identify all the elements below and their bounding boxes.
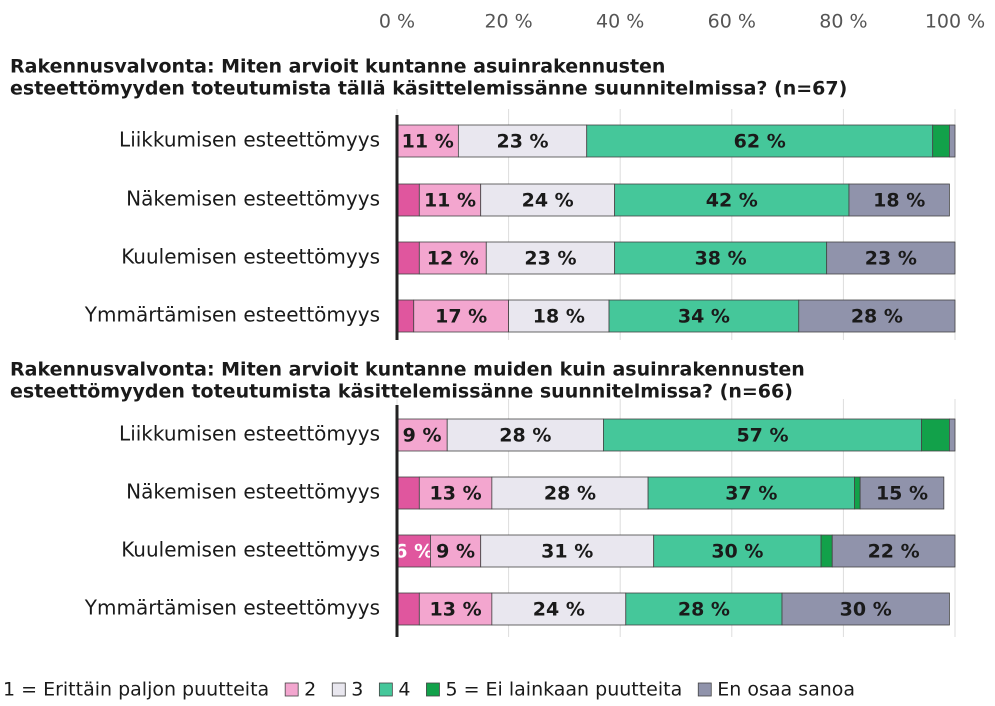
category-label: Ymmärtämisen esteettömyys [84,303,380,327]
legend-swatch [378,682,393,697]
bar-segment [508,299,610,333]
value-label: 24 % [533,599,585,621]
value-label: 62 % [734,131,786,153]
category-label: Liikkumisen esteettömyys [119,422,380,446]
legend-label: 4 [398,679,410,701]
legend-swatch [697,682,712,697]
bar-segment [949,124,956,158]
value-label: 38 % [695,248,747,270]
bar-segment [396,241,420,275]
legend-swatch [331,682,346,697]
bar-segment [418,476,493,510]
bar-segment [480,534,655,568]
chart-title: Rakennusvalvonta: Miten arvioit kuntanne… [10,359,805,381]
x-tick-label: 80 % [819,11,867,33]
value-label: 23 % [865,248,917,270]
bar-segment [418,592,493,626]
bar-segment [446,418,604,452]
bar-segment [396,476,420,510]
bar-segment [485,241,616,275]
value-label: 13 % [430,483,482,505]
value-label: 31 % [541,541,593,563]
bar-segment [413,299,509,333]
bar-segment [932,124,950,158]
value-label: 34 % [678,306,730,328]
legend-swatch [284,682,299,697]
bar-segment [418,183,482,217]
bar-segment [608,299,800,333]
value-label: 28 % [544,483,596,505]
value-label: 30 % [840,599,892,621]
category-label: Näkemisen esteettömyys [126,187,380,211]
value-label: 6 % [394,541,433,563]
chart-title: esteettömyyden toteutumista käsittelemis… [10,381,793,403]
bar-segment [491,476,649,510]
value-label: 17 % [435,306,487,328]
legend-swatch [426,682,440,697]
value-label: 24 % [522,190,574,212]
x-tick-label: 20 % [484,11,532,33]
bar-segment [480,183,616,217]
bar-segment [457,124,588,158]
x-tick-label: 40 % [596,11,644,33]
bar-segment [430,534,482,568]
bar-segment [798,299,956,333]
value-label: 9 % [403,425,442,447]
bar-segment [831,534,956,568]
bar-segment [603,418,922,452]
x-tick-label: 100 % [925,11,985,33]
value-label: 28 % [499,425,551,447]
bar-segment [396,124,459,158]
legend-label: 3 [351,679,363,701]
bar-segment [859,476,945,510]
legend-label: En osaa sanoa [717,679,855,701]
value-label: 57 % [736,425,788,447]
bar-segment [949,418,956,452]
legend-label: 1 = Erittäin paljon puutteita [3,679,269,701]
value-label: 15 % [876,483,928,505]
value-label: 28 % [851,306,903,328]
category-label: Ymmärtämisen esteettömyys [84,596,380,620]
bar-segment [586,124,934,158]
x-tick-label: 0 % [379,11,415,33]
bar-segment [826,241,956,275]
value-label: 30 % [711,541,763,563]
value-label: 9 % [436,541,475,563]
bar-segment [653,534,822,568]
legend-label: 2 [304,679,316,701]
bar-segment [820,534,833,568]
value-label: 28 % [678,599,730,621]
bar-segment [848,183,950,217]
bar-segment [614,241,828,275]
category-label: Kuulemisen esteettömyys [121,245,380,269]
value-label: 42 % [706,190,758,212]
legend-label: 5 = Ei lainkaan puutteita [445,679,682,701]
category-label: Kuulemisen esteettömyys [121,538,380,562]
x-tick-label: 60 % [708,11,756,33]
chart-title: Rakennusvalvonta: Miten arvioit kuntanne… [10,56,665,78]
bar-segment [396,418,448,452]
bar-segment [396,183,420,217]
value-label: 11 % [402,131,454,153]
bar-segment [781,592,950,626]
value-label: 23 % [497,131,549,153]
category-label: Näkemisen esteettömyys [126,480,380,504]
chart-title: esteettömyyden toteutumista tällä käsitt… [10,78,847,100]
value-label: 12 % [427,248,479,270]
value-label: 37 % [725,483,777,505]
bar-segment [396,299,415,333]
value-label: 22 % [868,541,920,563]
value-label: 13 % [430,599,482,621]
bar-segment [921,418,950,452]
bar-segment [614,183,850,217]
value-label: 11 % [424,190,476,212]
value-label: 18 % [533,306,585,328]
value-label: 23 % [524,248,576,270]
category-label: Liikkumisen esteettömyys [119,128,380,152]
bar-segment [854,476,861,510]
bar-segment [396,592,420,626]
value-label: 18 % [873,190,925,212]
